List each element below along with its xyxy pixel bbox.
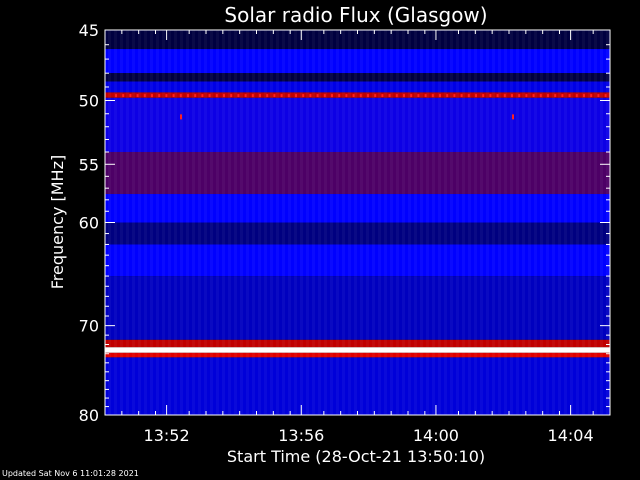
- interference-dot-59: [539, 94, 542, 98]
- interference-dot-24: [287, 94, 290, 98]
- interference-dot-30: [331, 94, 333, 98]
- interference-dot-38: [388, 94, 391, 98]
- interference-dot-1: [122, 94, 125, 98]
- interference-dot-41: [410, 94, 413, 98]
- interference-dot-15: [223, 94, 225, 98]
- interference-dot-27: [309, 94, 312, 98]
- interference-dot-4: [143, 94, 146, 98]
- y-tick-label-3: 60: [79, 214, 99, 233]
- interference-dot-18: [244, 94, 247, 98]
- interference-dot-35: [367, 94, 369, 98]
- interference-dot-7: [165, 94, 168, 98]
- interference-dot-10: [187, 94, 189, 98]
- interference-dot-62: [561, 94, 564, 98]
- interference-dot-55: [511, 94, 513, 98]
- interference-dot-0: [115, 94, 117, 98]
- interference-dot-61: [554, 94, 557, 98]
- interference-dots: [115, 94, 607, 120]
- x-tick-label-1: 13:56: [278, 426, 324, 445]
- interference-dot-42: [417, 94, 420, 98]
- interference-dot-39: [395, 94, 398, 98]
- interference-dot-65: [583, 94, 585, 98]
- interference-dot-58: [532, 94, 535, 98]
- interference-burst-1: [512, 114, 514, 120]
- interference-dot-31: [338, 94, 341, 98]
- y-tick-label-5: 80: [79, 406, 99, 425]
- interference-dot-16: [230, 94, 233, 98]
- interference-dot-9: [179, 94, 182, 98]
- chart-title: Solar radio Flux (Glasgow): [224, 3, 487, 27]
- interference-dot-46: [446, 94, 449, 98]
- interference-dot-36: [374, 94, 377, 98]
- interference-dot-67: [597, 94, 600, 98]
- interference-dot-17: [237, 94, 240, 98]
- updated-timestamp: Updated Sat Nov 6 11:01:28 2021: [2, 469, 139, 478]
- interference-dot-20: [259, 94, 261, 98]
- spectrogram-texture: [105, 30, 610, 415]
- x-tick-label-3: 14:04: [548, 426, 594, 445]
- interference-dot-32: [345, 94, 348, 98]
- interference-dot-49: [467, 94, 470, 98]
- interference-dot-3: [136, 94, 139, 98]
- y-tick-label-1: 50: [79, 92, 99, 111]
- interference-dot-28: [316, 94, 319, 98]
- interference-dot-2: [129, 94, 132, 98]
- interference-dot-26: [302, 94, 305, 98]
- x-axis-label: Start Time (28-Oct-21 13:50:10): [227, 447, 485, 466]
- interference-burst-0: [180, 114, 182, 120]
- interference-dot-6: [158, 94, 161, 98]
- interference-dot-22: [273, 94, 276, 98]
- interference-dot-5: [151, 94, 153, 98]
- interference-dot-8: [172, 94, 175, 98]
- interference-dot-50: [475, 94, 477, 98]
- interference-dot-37: [381, 94, 384, 98]
- interference-dot-63: [568, 94, 571, 98]
- interference-dot-12: [201, 94, 204, 98]
- y-tick-label-4: 70: [79, 317, 99, 336]
- interference-dot-64: [575, 94, 578, 98]
- interference-dot-47: [453, 94, 456, 98]
- interference-dot-40: [403, 94, 405, 98]
- y-tick-label-2: 55: [79, 155, 99, 174]
- interference-dot-53: [496, 94, 499, 98]
- interference-dot-21: [266, 94, 269, 98]
- x-tick-label-0: 13:52: [144, 426, 190, 445]
- interference-dot-56: [518, 94, 521, 98]
- axis-ticks: 45 50 55 60 70 80 13:52 13:56 14:00 14:04: [79, 21, 610, 445]
- interference-dot-52: [489, 94, 492, 98]
- interference-dot-13: [208, 94, 211, 98]
- interference-dot-60: [547, 94, 549, 98]
- y-axis-label: Frequency [MHz]: [48, 155, 67, 289]
- interference-dot-11: [194, 94, 197, 98]
- interference-dot-54: [503, 94, 506, 98]
- interference-dot-14: [215, 94, 218, 98]
- y-tick-label-0: 45: [79, 21, 99, 40]
- interference-dot-57: [525, 94, 528, 98]
- interference-dot-44: [431, 94, 434, 98]
- interference-dot-45: [439, 94, 441, 98]
- interference-dot-48: [460, 94, 463, 98]
- interference-dot-34: [359, 94, 362, 98]
- interference-dot-68: [604, 94, 607, 98]
- interference-dot-43: [424, 94, 427, 98]
- interference-dot-23: [280, 94, 283, 98]
- interference-dot-33: [352, 94, 355, 98]
- x-tick-label-2: 14:00: [413, 426, 459, 445]
- interference-dot-66: [590, 94, 593, 98]
- interference-dot-25: [295, 94, 297, 98]
- interference-dot-29: [323, 94, 326, 98]
- interference-dot-51: [482, 94, 485, 98]
- interference-dot-19: [251, 94, 254, 98]
